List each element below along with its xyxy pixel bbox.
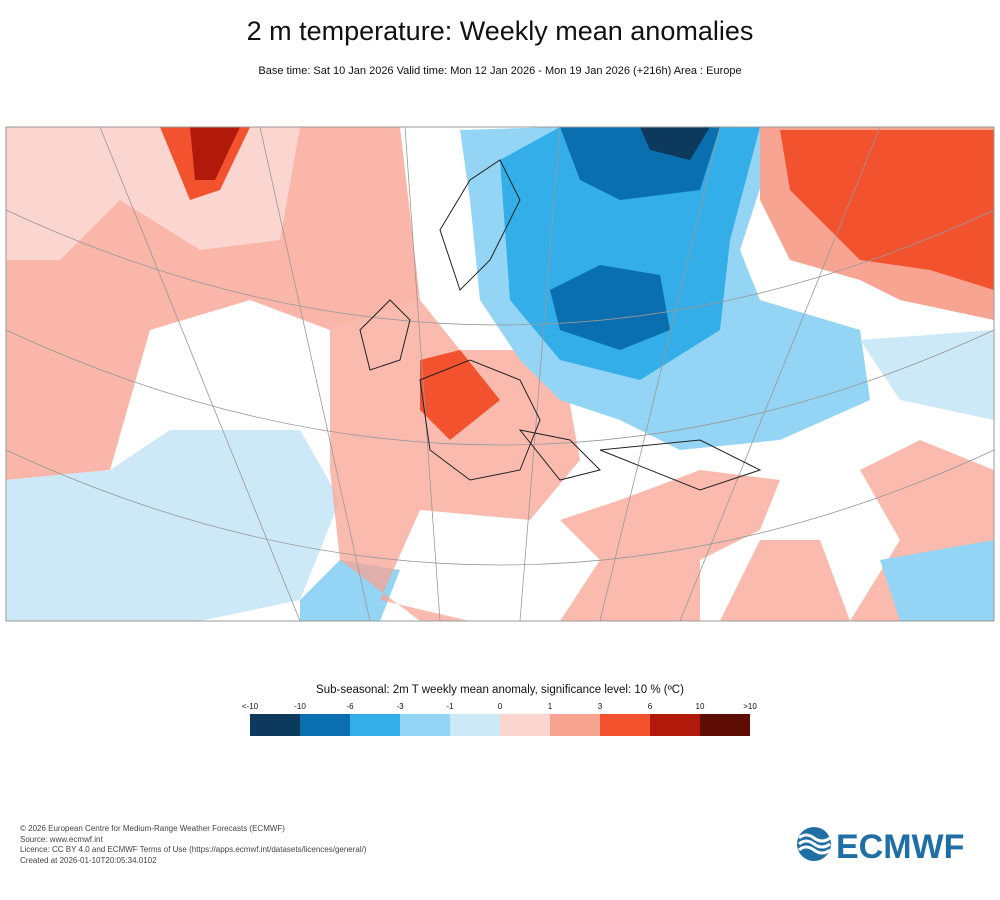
map	[5, 126, 995, 622]
subtitle: Base time: Sat 10 Jan 2026 Valid time: M…	[258, 65, 742, 77]
colorbar-swatch	[550, 714, 600, 736]
colorbar-swatch	[450, 714, 500, 736]
colorbar-swatch	[300, 714, 350, 736]
colorbar-swatch	[500, 714, 550, 736]
footer-line: © 2026 European Centre for Medium-Range …	[20, 824, 285, 833]
title: 2 m temperature: Weekly mean anomalies	[246, 16, 754, 46]
colorbar: <-10 -10 -6 -3 -1 0 1 3 6 10 >10	[242, 702, 757, 736]
logo: ECMWF	[797, 827, 964, 866]
colorbar-swatch	[600, 714, 650, 736]
colorbar-label: -6	[346, 702, 354, 711]
colorbar-label: -3	[396, 702, 404, 711]
logo-text: ECMWF	[836, 828, 964, 866]
footer: © 2026 European Centre for Medium-Range …	[20, 824, 367, 866]
coastlines	[359, 159, 762, 491]
colorbar-label: 6	[648, 702, 653, 711]
colorbar-swatch	[650, 714, 700, 736]
map-frame	[5, 126, 995, 622]
colorbar-swatch	[400, 714, 450, 736]
colorbar-swatch	[350, 714, 400, 736]
colorbar-swatch	[700, 714, 750, 736]
colorbar-swatch	[250, 714, 300, 736]
footer-line: Source: www.ecmwf.int	[20, 834, 103, 844]
footer-line: Created at 2026-01-10T20:05:34.0102	[20, 855, 157, 865]
footer-line: Licence: CC BY 4.0 and ECMWF Terms of Us…	[20, 845, 367, 854]
colorbar-label: >10	[743, 702, 757, 711]
colorbar-label: -1	[446, 702, 454, 711]
colorbar-label: -10	[294, 702, 306, 711]
colorbar-label: 0	[498, 702, 503, 711]
legend-title: Sub-seasonal: 2m T weekly mean anomaly, …	[316, 684, 684, 696]
colorbar-label: 10	[696, 702, 705, 711]
colorbar-label: 1	[548, 702, 553, 711]
colorbar-label: <-10	[242, 702, 259, 711]
graticule	[6, 127, 994, 621]
colorbar-label: 3	[598, 702, 603, 711]
anomaly-field	[6, 127, 994, 621]
